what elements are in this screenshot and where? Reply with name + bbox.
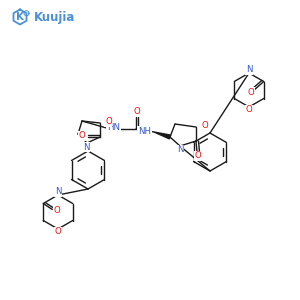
Text: N: N: [246, 65, 252, 74]
Text: K: K: [16, 12, 24, 22]
Text: O: O: [54, 206, 61, 215]
Text: O: O: [195, 152, 201, 160]
Text: O: O: [79, 131, 86, 140]
Text: O: O: [201, 122, 208, 130]
Text: N: N: [55, 188, 61, 196]
Text: HN: HN: [107, 124, 120, 133]
Text: Kuujia: Kuujia: [34, 11, 75, 23]
Text: O: O: [105, 118, 112, 127]
Text: O: O: [134, 107, 140, 116]
Text: N: N: [177, 146, 183, 154]
Text: O: O: [55, 227, 62, 236]
Text: NH: NH: [138, 127, 151, 136]
Polygon shape: [154, 132, 171, 139]
Text: O: O: [247, 88, 254, 97]
Text: O: O: [246, 106, 252, 115]
Text: N: N: [83, 142, 89, 152]
